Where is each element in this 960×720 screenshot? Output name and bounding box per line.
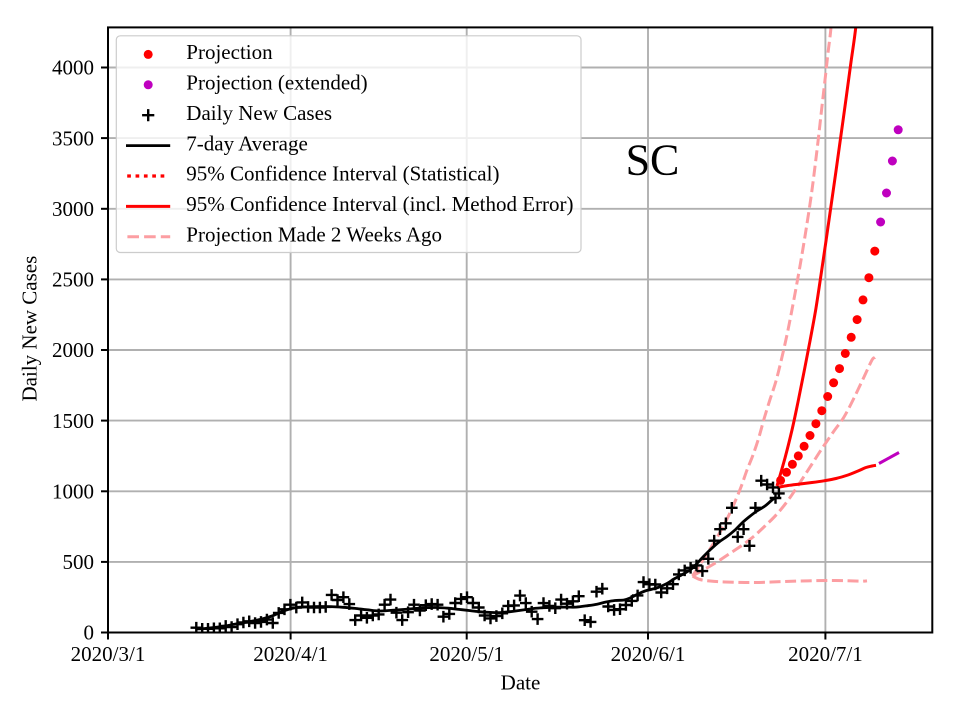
svg-text:7-day Average: 7-day Average bbox=[186, 131, 307, 155]
svg-text:2020/6/1: 2020/6/1 bbox=[611, 642, 686, 666]
svg-text:Date: Date bbox=[501, 671, 541, 695]
svg-text:95% Confidence Interval (incl.: 95% Confidence Interval (incl. Method Er… bbox=[186, 192, 573, 216]
svg-text:Daily New Cases: Daily New Cases bbox=[186, 101, 332, 125]
svg-text:1000: 1000 bbox=[52, 480, 94, 504]
svg-text:1500: 1500 bbox=[52, 409, 94, 433]
svg-text:2000: 2000 bbox=[52, 338, 94, 362]
svg-text:3500: 3500 bbox=[52, 126, 94, 150]
svg-text:0: 0 bbox=[84, 621, 95, 645]
svg-text:500: 500 bbox=[63, 550, 95, 574]
svg-text:4000: 4000 bbox=[52, 56, 94, 80]
svg-text:2020/5/1: 2020/5/1 bbox=[429, 642, 504, 666]
svg-text:Projection Made 2 Weeks Ago: Projection Made 2 Weeks Ago bbox=[186, 223, 442, 247]
svg-text:2500: 2500 bbox=[52, 268, 94, 292]
svg-text:2020/4/1: 2020/4/1 bbox=[253, 642, 328, 666]
svg-text:95% Confidence Interval (Stati: 95% Confidence Interval (Statistical) bbox=[186, 162, 499, 186]
svg-text:3000: 3000 bbox=[52, 197, 94, 221]
svg-text:Projection (extended): Projection (extended) bbox=[186, 71, 367, 95]
svg-text:2020/3/1: 2020/3/1 bbox=[71, 642, 146, 666]
svg-text:Daily New Cases: Daily New Cases bbox=[18, 256, 42, 402]
svg-text:SC: SC bbox=[626, 136, 680, 185]
svg-text:2020/7/1: 2020/7/1 bbox=[788, 642, 863, 666]
svg-text:Projection: Projection bbox=[186, 40, 273, 64]
